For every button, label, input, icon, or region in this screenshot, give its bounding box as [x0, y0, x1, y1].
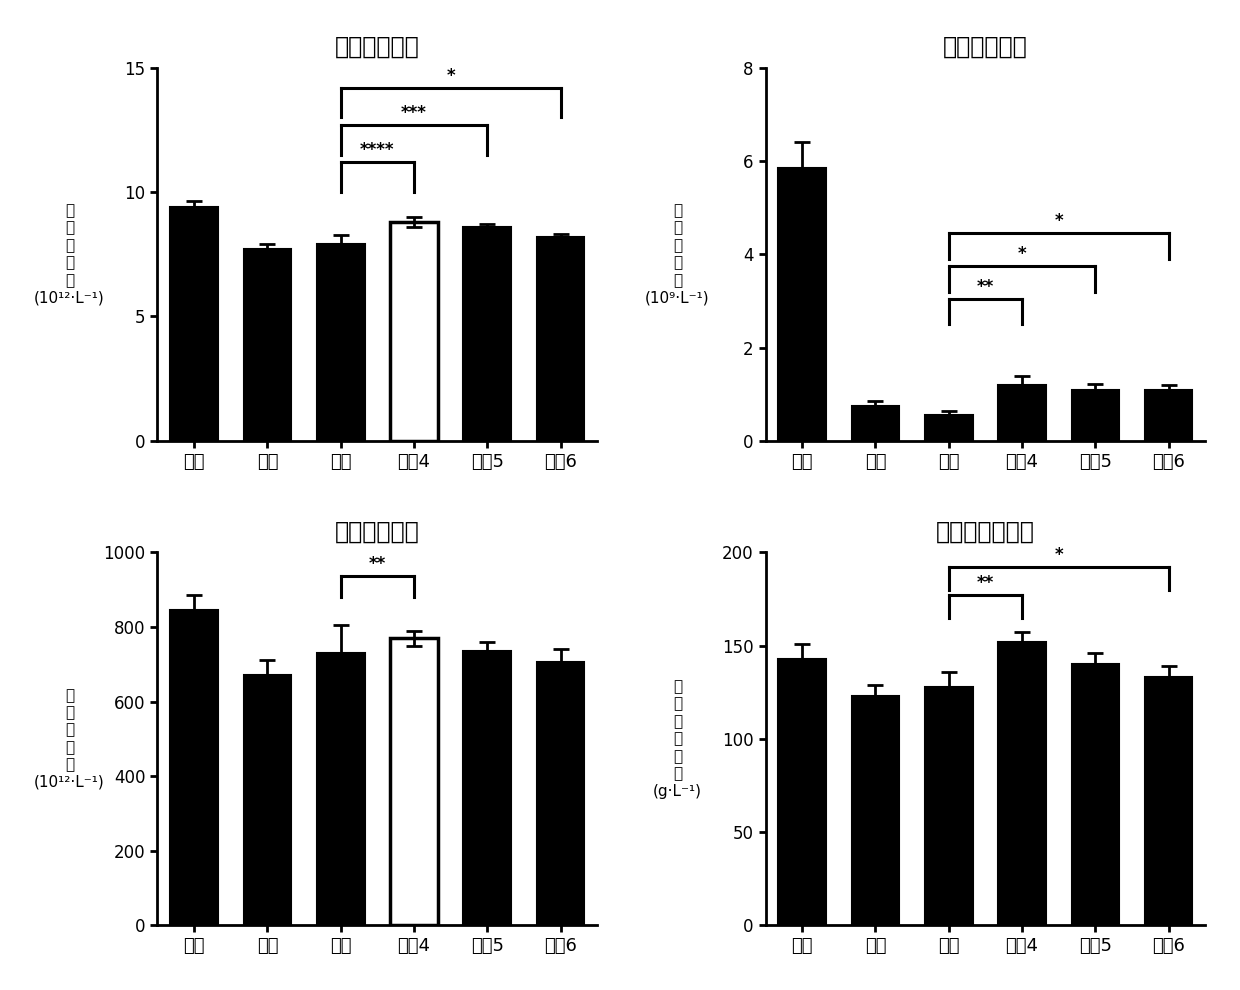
Bar — [779, 168, 826, 441]
Text: ****: **** — [360, 142, 394, 159]
Bar — [779, 658, 826, 926]
Bar — [243, 675, 291, 926]
Title: 外周血血小板: 外周血血小板 — [335, 520, 419, 544]
Bar — [1071, 389, 1120, 441]
Bar — [170, 610, 218, 926]
Bar — [317, 245, 365, 441]
Bar — [537, 237, 584, 441]
Bar — [925, 687, 972, 926]
Title: 外周血红细胞: 外周血红细胞 — [335, 35, 419, 58]
Title: 外周血白细胞: 外周血白细胞 — [944, 35, 1028, 58]
Text: *: * — [1018, 245, 1027, 263]
Bar — [998, 385, 1045, 441]
Bar — [1145, 389, 1193, 441]
Y-axis label: 血
小
板
浓
度
(10¹²·L⁻¹): 血 小 板 浓 度 (10¹²·L⁻¹) — [35, 688, 105, 790]
Bar — [925, 415, 972, 441]
Bar — [317, 653, 365, 926]
Text: **: ** — [977, 277, 994, 296]
Text: ***: *** — [401, 104, 427, 122]
Text: *: * — [1054, 212, 1063, 231]
Bar — [391, 222, 438, 441]
Y-axis label: 白
细
胞
计
数
(10⁹·L⁻¹): 白 细 胞 计 数 (10⁹·L⁻¹) — [645, 203, 709, 305]
Bar — [464, 651, 511, 926]
Bar — [170, 207, 218, 441]
Bar — [391, 638, 438, 926]
Text: *: * — [446, 66, 455, 84]
Y-axis label: 红
细
胞
计
数
(10¹²·L⁻¹): 红 细 胞 计 数 (10¹²·L⁻¹) — [35, 203, 105, 305]
Bar — [537, 662, 584, 926]
Bar — [243, 249, 291, 441]
Bar — [464, 227, 511, 441]
Y-axis label: 血
红
蛋
白
浓
度
(g·L⁻¹): 血 红 蛋 白 浓 度 (g·L⁻¹) — [653, 679, 702, 799]
Bar — [852, 696, 899, 926]
Bar — [1145, 677, 1193, 926]
Title: 外周血血红蛋白: 外周血血红蛋白 — [936, 520, 1035, 544]
Bar — [852, 406, 899, 441]
Text: *: * — [1054, 546, 1063, 564]
Text: **: ** — [977, 574, 994, 592]
Bar — [1071, 664, 1120, 926]
Bar — [998, 642, 1045, 926]
Text: **: ** — [368, 555, 386, 573]
